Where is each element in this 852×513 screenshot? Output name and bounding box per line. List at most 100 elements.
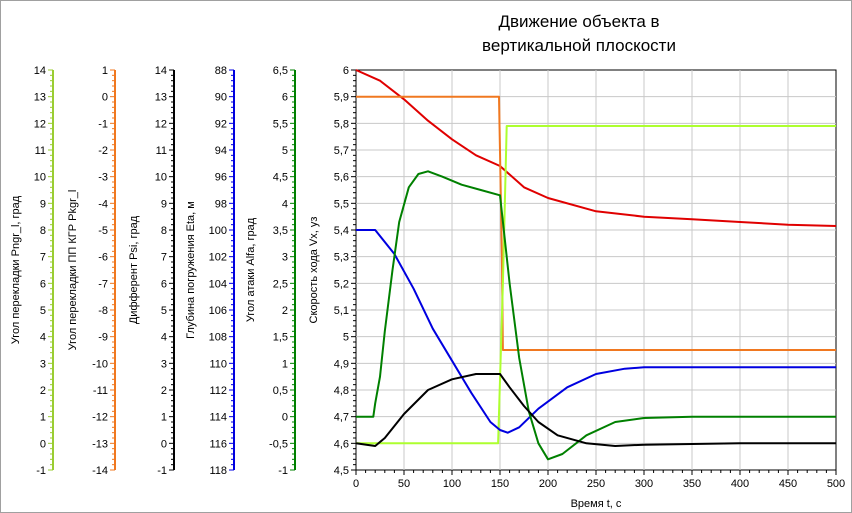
x-tick-label: 400: [731, 478, 749, 490]
y-tick-label: -3: [98, 172, 108, 184]
y-tick-label: 13: [34, 92, 46, 104]
y-tick-label: 4,6: [334, 438, 349, 450]
y-tick-label: 4: [161, 332, 167, 344]
y-tick-label: 1: [40, 412, 46, 424]
y-tick-label: 5,4: [334, 225, 349, 237]
chart-title-line-2: вертикальной плоскости: [482, 36, 676, 55]
y-tick-label: 0: [102, 92, 108, 104]
y-tick-label: 5: [161, 305, 167, 317]
y-tick-label: -10: [92, 358, 108, 370]
y-tick-label: 4: [282, 198, 288, 210]
y-tick-label: 5: [40, 305, 46, 317]
y-tick-label: 8: [161, 225, 167, 237]
y-tick-label: -11: [93, 385, 108, 397]
y-tick-label: 7: [161, 252, 167, 264]
y-tick-label: 5,5: [273, 118, 288, 130]
y-tick-label: 2,5: [273, 278, 288, 290]
y-tick-label: 98: [215, 198, 227, 210]
y-tick-label: 110: [209, 358, 227, 370]
x-tick-label: 50: [398, 478, 410, 490]
x-axis-title: Время t, с: [571, 498, 622, 510]
y-tick-label: 0: [161, 438, 167, 450]
x-tick-label: 500: [827, 478, 845, 490]
y-tick-label: 0,5: [273, 385, 288, 397]
y-tick-label: 92: [215, 118, 227, 130]
y-tick-label: -14: [92, 465, 108, 477]
y-tick-label: 5,1: [334, 305, 349, 317]
y-tick-label: -5: [98, 225, 108, 237]
y-tick-label: 6: [343, 65, 349, 77]
y-tick-label: 11: [156, 145, 167, 157]
y-tick-label: 90: [215, 92, 227, 104]
y-tick-label: 1,5: [273, 332, 288, 344]
y-tick-label: -0,5: [269, 438, 288, 450]
x-tick-label: 200: [539, 478, 557, 490]
y-tick-label: 88: [215, 65, 227, 77]
y-tick-label: 4: [40, 332, 46, 344]
y-axis-title: Дифферент Psi, град: [128, 215, 140, 324]
y-tick-label: 4,5: [273, 172, 288, 184]
y-tick-label: 9: [40, 198, 46, 210]
y-tick-label: 14: [34, 65, 46, 77]
y-tick-label: 5: [343, 332, 349, 344]
y-tick-label: 12: [155, 118, 167, 130]
y-tick-label: 1: [282, 358, 288, 370]
y-tick-label: 6,5: [273, 65, 288, 77]
y-tick-label: 13: [155, 92, 167, 104]
y-tick-label: 0: [40, 438, 46, 450]
y-tick-label: 94: [215, 145, 227, 157]
y-tick-label: 0: [282, 412, 288, 424]
y-tick-label: 5,2: [334, 278, 349, 290]
y-tick-label: 108: [209, 332, 227, 344]
y-tick-label: 5,3: [334, 252, 349, 264]
y-tick-label: 5: [282, 145, 288, 157]
y-tick-label: -1: [278, 465, 288, 477]
chart-title: Движение объекта в вертикальной плоскост…: [482, 12, 676, 55]
y-tick-label: 104: [209, 278, 227, 290]
y-tick-label: -9: [98, 332, 108, 344]
x-tick-label: 150: [491, 478, 509, 490]
x-tick-label: 0: [353, 478, 359, 490]
y-axis-5: 6,5 6 5,5 5 4,5 4 3,5 3 2,5 2 1,5 1 0,5 0 -0,5 -1 Угол а…: [245, 65, 296, 477]
y-tick-label: 11: [35, 145, 46, 157]
y-tick-label: 100: [209, 225, 227, 237]
y-tick-label: 6: [161, 278, 167, 290]
y-axis-2: 1 0 -1 -2 -3 -4 -5 -6 -7 -8 -9 -10 -11 -12 -13 -14 Угол …: [67, 65, 116, 477]
series: [355, 69, 837, 461]
x-tick-label: 300: [635, 478, 653, 490]
y-tick-label: -1: [157, 465, 167, 477]
y-tick-label: 114: [209, 412, 227, 424]
series-line-6: [355, 373, 836, 447]
y-tick-label: 5,8: [334, 118, 349, 130]
y-tick-label: -4: [98, 198, 108, 210]
y-tick-label: 4,8: [334, 385, 349, 397]
y-tick-label: 116: [209, 438, 227, 450]
x-tick-label: 250: [587, 478, 605, 490]
y-tick-label: 8: [40, 225, 46, 237]
y-tick-label: 106: [209, 305, 227, 317]
y-tick-label: -1: [98, 118, 108, 130]
y-tick-label: 2: [161, 385, 167, 397]
y-axis-title: Скорость хода Vx, уз: [308, 217, 320, 324]
series-line-3: [356, 125, 836, 445]
y-tick-label: 112: [209, 385, 227, 397]
chart-title-line-1: Движение объекта в: [498, 12, 659, 31]
y-tick-label: 3: [161, 358, 167, 370]
y-tick-label: -12: [92, 412, 108, 424]
y-tick-label: 5,7: [334, 145, 349, 157]
x-tick-label: 350: [683, 478, 701, 490]
y-tick-label: -13: [92, 438, 108, 450]
y-tick-label: 2: [40, 385, 46, 397]
series-line-1: [355, 69, 837, 227]
plot-area: 0 50 100 150 200 250 300 350 400 450 500: [353, 69, 845, 490]
series-line-2: [356, 95, 836, 351]
y-tick-label: 3: [282, 252, 288, 264]
y-tick-label: 5,6: [334, 172, 349, 184]
y-tick-label: 1: [102, 65, 108, 77]
y-tick-label: 102: [209, 252, 227, 264]
y-tick-label: 3,5: [273, 225, 288, 237]
